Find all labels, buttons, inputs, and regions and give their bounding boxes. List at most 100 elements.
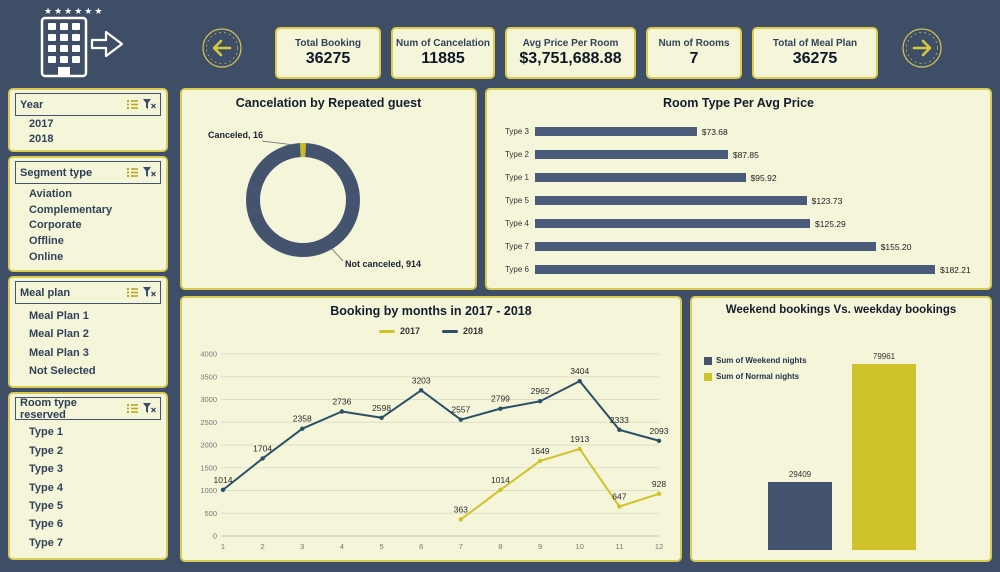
clear-filter-icon[interactable] <box>143 287 156 298</box>
bar-value-label: 29409 <box>788 470 812 479</box>
data-point-2017[interactable] <box>498 487 503 493</box>
bar-sum-of-weekend-nights[interactable] <box>768 482 832 550</box>
bar-value-label: $87.85 <box>732 149 759 160</box>
data-point-2018[interactable] <box>656 438 662 443</box>
legend-label: 2018 <box>463 326 484 336</box>
line-series-2017[interactable] <box>459 447 660 521</box>
clear-filter-icon[interactable] <box>143 99 156 110</box>
data-point-2017[interactable] <box>577 446 582 452</box>
bar-category-label: Type 6 <box>504 265 529 274</box>
slicer-header: Year <box>15 93 161 116</box>
slicer-item-online[interactable]: Online <box>29 251 64 264</box>
bar-row: Type 3 $73.68 <box>493 120 984 143</box>
slicer-item-2017[interactable]: 2017 <box>29 118 54 131</box>
legend-label: Sum of Weekend nights <box>716 356 807 365</box>
slicer-item-meal-plan-3[interactable]: Meal Plan 3 <box>29 346 89 359</box>
slicer-item-corporate[interactable]: Corporate <box>29 219 82 232</box>
data-point-2018[interactable] <box>418 388 424 393</box>
list-icon[interactable] <box>127 99 139 110</box>
bar-group: 79961 <box>852 352 916 550</box>
slicer-item-type-4[interactable]: Type 4 <box>29 481 64 494</box>
slicer-items: Type 1 Type 2 Type 3 Type 4 Type 5 Type 6 Type… <box>15 420 161 555</box>
slicer-item-not-selected[interactable]: Not Selected <box>29 364 96 377</box>
data-point-2018[interactable] <box>617 427 622 433</box>
bar-group: 29409 <box>768 470 832 550</box>
bar-type-5[interactable] <box>535 196 807 205</box>
y-tick-label: 500 <box>204 509 217 518</box>
bar-type-1[interactable] <box>535 173 746 182</box>
kpi-value: 7 <box>689 50 699 67</box>
clear-filter-icon[interactable] <box>143 167 156 178</box>
data-label: 2557 <box>451 405 470 415</box>
x-tick-label: 11 <box>615 542 623 551</box>
bar-type-2[interactable] <box>535 150 728 159</box>
clear-filter-icon[interactable] <box>143 403 156 414</box>
line-series-2018[interactable] <box>222 380 660 491</box>
data-point-2017[interactable] <box>537 458 543 464</box>
data-point-2018[interactable] <box>220 487 226 493</box>
list-icon[interactable] <box>127 403 139 414</box>
bar-value-label: $155.20 <box>880 241 912 252</box>
nav-forward-button[interactable] <box>901 27 943 69</box>
data-point-2017[interactable] <box>656 491 662 496</box>
data-point-2018[interactable] <box>339 409 345 414</box>
list-icon[interactable] <box>127 287 139 298</box>
data-label: 1913 <box>570 434 589 444</box>
slicer-item-type-1[interactable]: Type 1 <box>29 426 64 439</box>
bar-value-label: $73.68 <box>701 126 728 137</box>
donut-segment-not-canceled[interactable] <box>246 143 360 257</box>
legend-item-sum-of-normal-nights[interactable]: Sum of Normal nights <box>704 372 807 381</box>
bar-type-7[interactable] <box>535 242 876 251</box>
x-tick-label: 1 <box>221 542 225 551</box>
data-point-2018[interactable] <box>379 415 384 420</box>
data-point-2018[interactable] <box>458 417 464 422</box>
nav-back-button[interactable] <box>201 27 243 69</box>
legend-item-sum-of-weekend-nights[interactable]: Sum of Weekend nights <box>704 356 807 365</box>
y-tick-label: 3500 <box>200 372 217 381</box>
data-point-2018[interactable] <box>498 406 503 411</box>
bar-type-3[interactable] <box>535 127 697 136</box>
legend-item-2017[interactable]: 2017 <box>378 326 420 336</box>
slicer-item-type-6[interactable]: Type 6 <box>29 518 64 531</box>
slicer-item-type-7[interactable]: Type 7 <box>29 536 64 549</box>
data-point-2017[interactable] <box>617 504 622 509</box>
bar-value-label: $123.73 <box>811 195 843 206</box>
slicer-item-offline[interactable]: Offline <box>29 235 64 248</box>
y-tick-label: 3000 <box>200 395 217 404</box>
slicer-item-complementary[interactable]: Complementary <box>29 203 113 216</box>
data-label: 2358 <box>293 414 312 424</box>
slicer-item-meal-plan-2[interactable]: Meal Plan 2 <box>29 328 89 341</box>
bar-type-6[interactable] <box>535 265 935 274</box>
slicer-item-type-3[interactable]: Type 3 <box>29 463 64 476</box>
bar-category-label: Type 4 <box>504 219 529 228</box>
kpi-label: Avg Price Per Room <box>522 38 619 49</box>
y-tick-label: 1500 <box>200 463 217 472</box>
bar-sum-of-normal-nights[interactable] <box>852 364 916 550</box>
y-tick-label: 2000 <box>200 441 217 450</box>
legend-label: Sum of Normal nights <box>716 372 800 381</box>
slicer-item-type-2[interactable]: Type 2 <box>29 444 64 457</box>
legend-swatch <box>378 329 395 333</box>
data-point-2018[interactable] <box>537 399 543 404</box>
data-point-2018[interactable] <box>300 426 305 431</box>
slicer-year: Year 2017 2018 <box>8 88 168 152</box>
slicer-item-2018[interactable]: 2018 <box>29 132 54 145</box>
list-icon[interactable] <box>127 167 139 178</box>
bar-type-4[interactable] <box>535 219 811 228</box>
chart-booking-by-months: Booking by months in 2017 - 2018 2017 201… <box>180 296 682 562</box>
slicer-header: Room type reserved <box>15 397 161 421</box>
x-tick-label: 4 <box>340 542 344 551</box>
data-label: 3404 <box>570 366 589 376</box>
legend-item-2018[interactable]: 2018 <box>442 326 483 336</box>
data-point-2018[interactable] <box>260 456 265 461</box>
slicer-item-meal-plan-1[interactable]: Meal Plan 1 <box>29 310 89 323</box>
x-tick-label: 10 <box>576 542 584 551</box>
data-point-2018[interactable] <box>577 378 582 384</box>
data-point-2017[interactable] <box>458 517 464 522</box>
bar-category-label: Type 5 <box>504 196 529 205</box>
slicer-item-aviation[interactable]: Aviation <box>29 187 72 200</box>
slicer-item-type-5[interactable]: Type 5 <box>29 499 64 512</box>
y-tick-label: 2500 <box>200 418 217 427</box>
arrow-left-icon <box>202 28 242 68</box>
